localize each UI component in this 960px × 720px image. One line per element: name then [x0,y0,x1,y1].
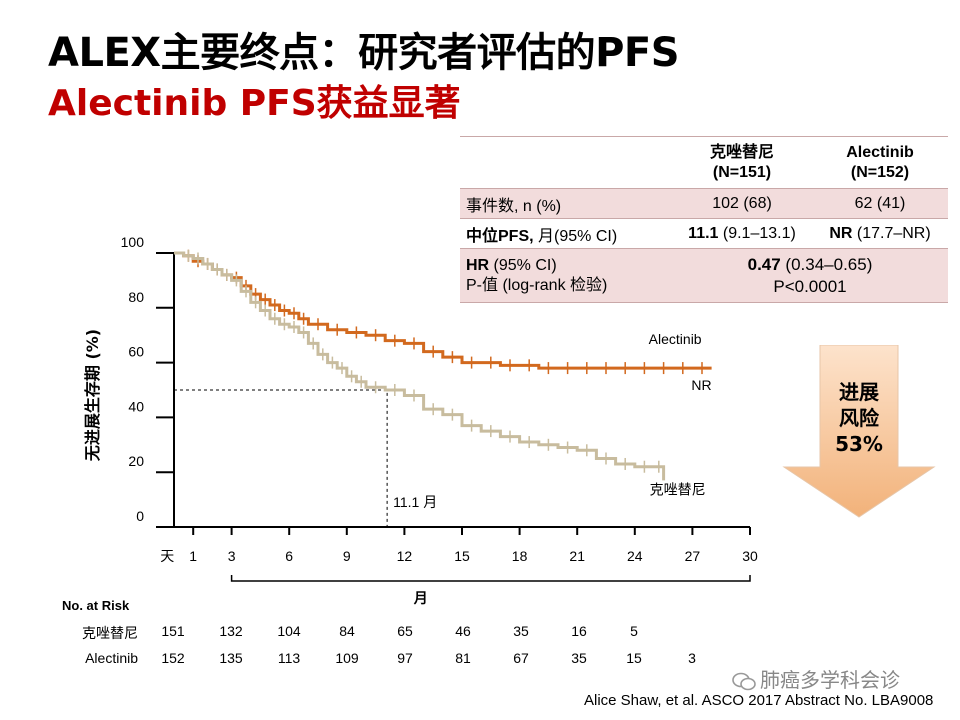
y-tick-label: 80 [128,289,144,305]
pfs-stats-table: 克唑替尼 (N=151) Alectinib (N=152) 事件数, n (%) … [460,136,948,303]
hr-label: HR (95% CI) P-值 (log-rank 检验) [460,248,672,303]
risk-value: 35 [571,650,587,666]
risk-value: 81 [455,650,471,666]
risk-row: 克唑替尼 151 132 104 84 65 46 35 16 5 [0,623,960,643]
risk-table-title: No. at Risk [62,598,130,613]
chart-labels: 0 20 40 60 80 100 1 3 6 9 12 15 18 21 24 27 30 天月 无进展生存期 (… [83,234,758,606]
risk-value: 132 [219,623,243,639]
x-tick-label: 1 [189,548,197,564]
slide-subtitle: Alectinib PFS获益显著 [48,83,461,124]
y-tick-label: 0 [136,508,144,524]
risk-value: 15 [626,650,642,666]
header-alectinib: Alectinib (N=152) [812,136,948,189]
risk-value: 97 [397,650,413,666]
header-crizotinib: 克唑替尼 (N=151) [672,136,812,189]
risk-value: 152 [161,650,185,666]
risk-value: 46 [455,623,471,639]
y-tick-label: 40 [128,398,144,414]
x-tick-label: 15 [454,548,470,564]
y-tick-label: 100 [121,234,145,250]
x-tick-label: 30 [742,548,758,564]
risk-value: 109 [335,650,359,666]
risk-value: 65 [397,623,413,639]
down-arrow-icon [782,344,936,518]
risk-value: 67 [513,650,529,666]
stats-row-events: 事件数, n (%) 102 (68) 62 (41) [460,188,948,219]
stats-row-median: 中位PFS, 月(95% CI) 11.1 (9.1–13.1) NR (17.… [460,218,948,249]
risk-reduction-text: 进展 风险 53% [835,380,883,456]
x-tick-label: 27 [685,548,701,564]
x-first-prefix: 天 [160,548,174,564]
risk-value: 3 [688,650,696,666]
risk-value: 16 [571,623,587,639]
chart-axes [156,252,751,582]
median-label: 中位PFS, 月(95% CI) [460,218,672,249]
risk-value: 113 [277,650,301,666]
median-marker-label: 11.1 月 [393,494,437,510]
series-label: 克唑替尼 [650,481,706,497]
risk-row-label: 克唑替尼 [82,625,138,641]
month-bracket [230,575,751,582]
events-alectinib: 62 (41) [812,188,948,219]
events-crizotinib: 102 (68) [672,188,812,219]
x-tick-label: 24 [627,548,643,564]
risk-value: 135 [219,650,243,666]
y-axis-label: 无进展生存期 (%) [83,329,102,462]
risk-reduction-arrow: 进展 风险 53% [782,344,936,520]
x-tick-label: 12 [397,548,413,564]
y-tick-label: 20 [128,453,144,469]
risk-value: 104 [277,623,301,639]
x-tick-label: 3 [228,548,236,564]
risk-row: Alectinib 152 135 113 109 97 81 67 35 15 3 [0,650,960,670]
citation: Alice Shaw, et al. ASCO 2017 Abstract No… [584,692,934,709]
risk-value: 35 [513,623,529,639]
series-label: Alectinib [649,331,702,347]
wechat-icon [732,672,756,690]
x-axis-label: 月 [413,590,428,606]
x-tick-label: 9 [343,548,351,564]
chart-curves [174,249,712,481]
median-alectinib: NR (17.7–NR) [812,218,948,249]
hr-value: 0.47 (0.34–0.65) P<0.0001 [672,248,948,303]
stats-row-hr: HR (95% CI) P-值 (log-rank 检验) 0.47 (0.34–… [460,248,948,303]
series-end-label: NR [691,377,711,393]
risk-value: 5 [630,623,638,639]
risk-row-label: Alectinib [85,650,138,666]
events-label: 事件数, n (%) [460,188,672,219]
risk-value: 151 [161,623,185,639]
x-tick-label: 21 [569,548,585,564]
y-tick-label: 60 [128,344,144,360]
median-marker-line [174,389,388,527]
watermark: 肺癌多学科会诊 [732,664,900,693]
stats-header-row: 克唑替尼 (N=151) Alectinib (N=152) [460,136,948,189]
km-curve-1 [174,251,666,481]
km-curve-0 [174,251,712,370]
x-tick-label: 6 [285,548,293,564]
risk-value: 84 [339,623,355,639]
slide-title: ALEX主要终点：研究者评估的PFS [48,30,680,76]
median-crizotinib: 11.1 (9.1–13.1) [672,218,812,249]
x-tick-label: 18 [512,548,528,564]
